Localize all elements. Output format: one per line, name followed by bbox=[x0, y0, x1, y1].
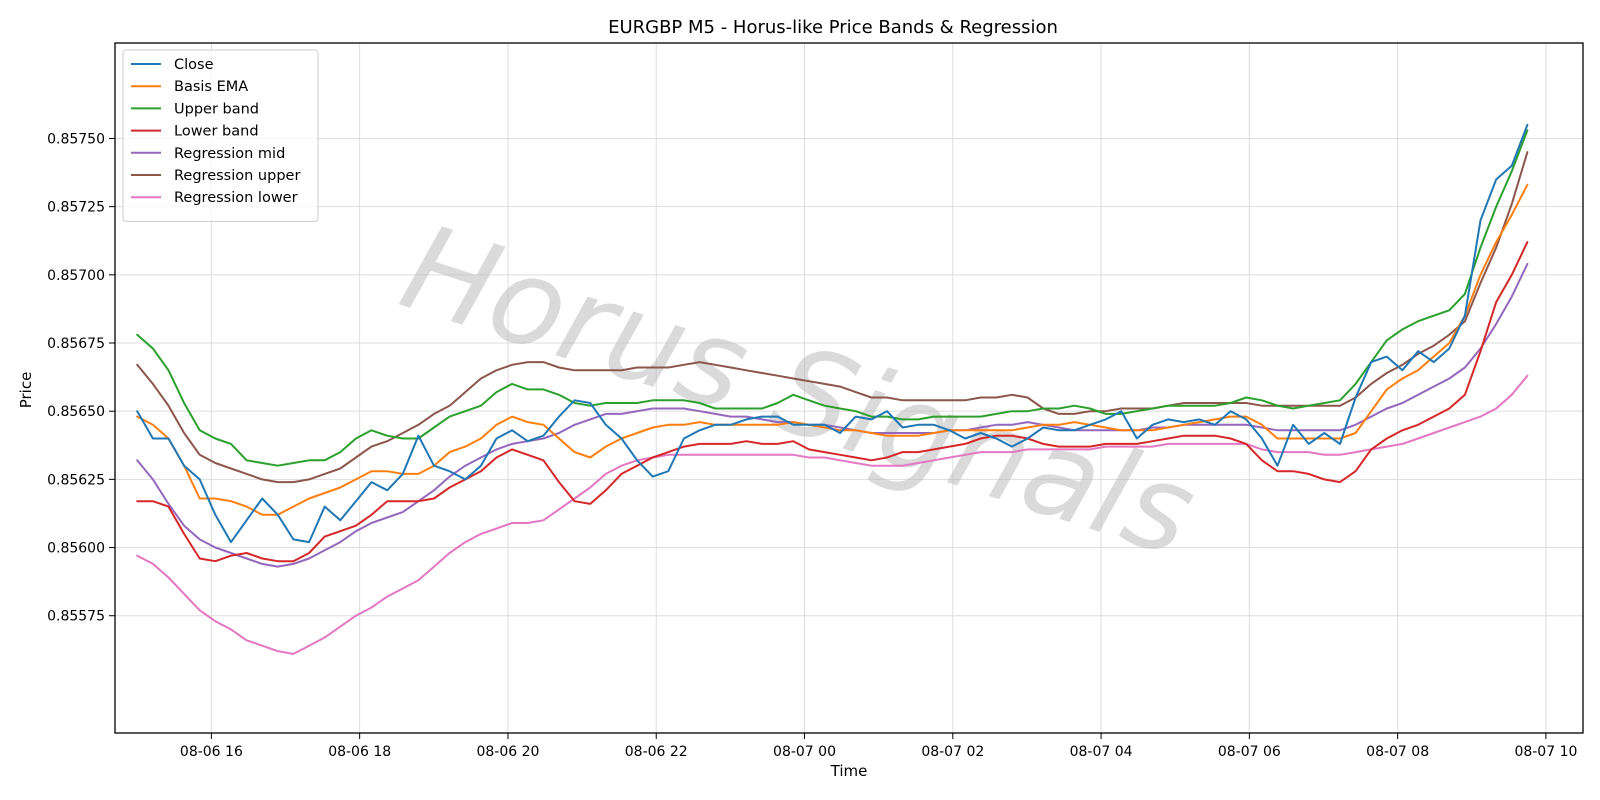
y-tick-label: 0.85650 bbox=[47, 404, 105, 420]
series-line-regression-mid bbox=[136, 262, 1529, 568]
legend: Close Basis EMA Upper band Lower band Regres… bbox=[122, 49, 319, 222]
legend-label: Regression mid bbox=[174, 146, 285, 162]
x-tick-label: 08-07 10 bbox=[1514, 744, 1577, 760]
chart-title: EURGBP M5 - Horus-like Price Bands & Reg… bbox=[608, 17, 1058, 38]
y-tick-label: 0.85725 bbox=[47, 200, 105, 216]
y-tick-label: 0.85750 bbox=[47, 131, 105, 147]
series-line-regression-lower bbox=[136, 374, 1529, 655]
x-tick-label: 08-06 16 bbox=[180, 744, 243, 760]
x-tick-label: 08-07 08 bbox=[1366, 744, 1429, 760]
x-tick-label: 08-06 22 bbox=[625, 744, 688, 760]
legend-label: Regression upper bbox=[174, 168, 300, 184]
x-tick-label: 08-06 20 bbox=[476, 744, 539, 760]
series-lines bbox=[136, 123, 1529, 655]
y-axis-ticks: 0.85575 0.85600 0.85625 0.85650 0.85675 0.857… bbox=[47, 131, 115, 625]
x-tick-label: 08-06 18 bbox=[328, 744, 391, 760]
y-tick-label: 0.85575 bbox=[47, 609, 105, 625]
plot-area-frame bbox=[114, 42, 1584, 734]
y-tick-label: 0.85700 bbox=[47, 268, 105, 284]
series-line-regression-upper bbox=[136, 151, 1529, 484]
series-line-upper-band bbox=[136, 129, 1529, 467]
series-line-lower-band bbox=[136, 241, 1529, 563]
legend-label: Basis EMA bbox=[174, 79, 248, 95]
legend-label: Lower band bbox=[174, 124, 259, 140]
x-tick-label: 08-07 06 bbox=[1218, 744, 1281, 760]
x-axis-label: Time bbox=[830, 762, 868, 780]
legend-box bbox=[122, 49, 319, 222]
legend-label: Close bbox=[174, 57, 214, 73]
y-tick-label: 0.85600 bbox=[47, 541, 105, 557]
legend-label: Upper band bbox=[174, 101, 259, 117]
grid-lines bbox=[115, 43, 1583, 733]
y-tick-label: 0.85625 bbox=[47, 472, 105, 488]
x-tick-label: 08-07 02 bbox=[921, 744, 984, 760]
x-tick-label: 08-07 00 bbox=[773, 744, 836, 760]
y-tick-label: 0.85675 bbox=[47, 336, 105, 352]
x-tick-label: 08-07 04 bbox=[1070, 744, 1133, 760]
legend-label: Regression lower bbox=[174, 190, 298, 206]
y-axis-label: Price bbox=[17, 372, 35, 409]
series-line-close bbox=[136, 123, 1529, 544]
x-axis-ticks: 08-06 16 08-06 18 08-06 20 08-06 22 08-07 00… bbox=[180, 733, 1577, 760]
